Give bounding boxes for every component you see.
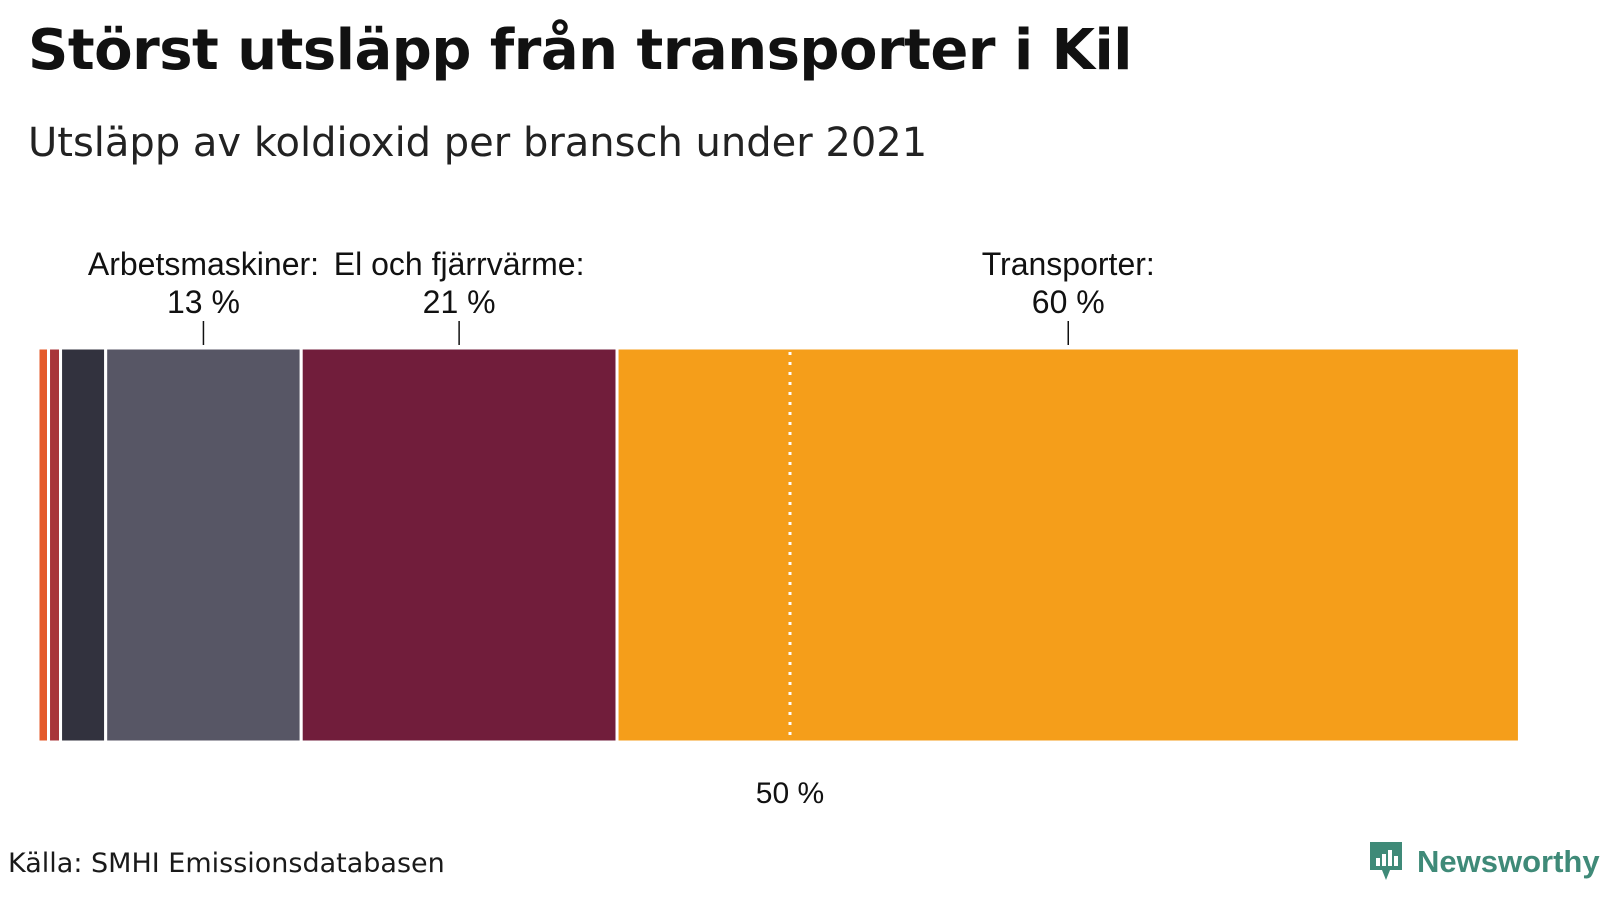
segment-name-label-3: Arbetsmaskiner: <box>88 246 319 282</box>
segment-value-label-3: 13 % <box>167 284 240 320</box>
bar-segment-5 <box>615 346 1521 744</box>
bar-segment-3 <box>104 346 303 744</box>
brand-logo: Newsworthy <box>1367 840 1600 884</box>
bar-segment-4 <box>299 346 619 744</box>
stacked-bar-chart: Arbetsmaskiner:13 % El och fjärrvärme:21 … <box>36 246 1521 810</box>
segment-value-label-4: 21 % <box>423 284 496 320</box>
segment-name-label-4: El och fjärrvärme: <box>334 246 585 282</box>
chart-subtitle: Utsläpp av koldioxid per bransch under 2… <box>28 120 928 166</box>
source-note: Källa: SMHI Emissionsdatabasen <box>8 848 445 879</box>
segment-value-label-5: 60 % <box>1032 284 1105 320</box>
segment-labels: Arbetsmaskiner:13 % El och fjärrvärme:21 … <box>88 246 1155 345</box>
brand-name: Newsworthy <box>1417 844 1600 879</box>
bar-segment-0 <box>36 346 51 744</box>
bar-segments <box>36 346 1521 744</box>
bar-segment-2 <box>59 346 108 744</box>
reference-line-group: 50 % <box>756 352 824 810</box>
chart-title: Störst utsläpp från transporter i Kil <box>28 18 1132 83</box>
segment-name-label-5: Transporter: <box>982 246 1155 282</box>
newsworthy-logo-icon <box>1370 842 1402 880</box>
bar-segment-1 <box>47 346 63 744</box>
reference-line-label: 50 % <box>756 777 824 810</box>
